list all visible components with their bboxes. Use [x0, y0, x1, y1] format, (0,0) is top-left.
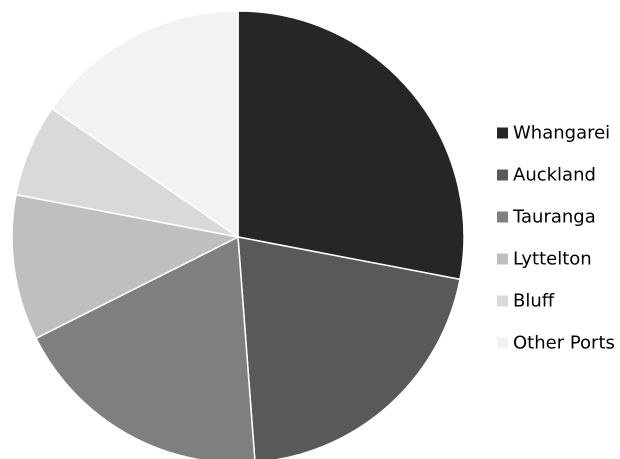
legend-swatch: [497, 211, 508, 223]
legend-swatch: [497, 127, 508, 139]
pie-slice-whangarei: [237, 10, 465, 281]
pie-slice-lyttelton: [11, 193, 241, 340]
legend-swatch: [497, 169, 508, 181]
legend-item: Whangarei: [497, 123, 610, 144]
legend-item: Auckland: [497, 165, 596, 186]
legend-label: Lyttelton: [513, 249, 592, 270]
legend-label: Tauranga: [512, 207, 596, 228]
legend: Whangarei Auckland Tauranga Lyttelton Bluff O…: [497, 123, 615, 354]
legend-item: Other Ports: [497, 333, 615, 354]
pie-slices: [11, 10, 465, 459]
legend-label: Auckland: [513, 165, 596, 186]
legend-item: Tauranga: [497, 207, 596, 228]
legend-item: Lyttelton: [497, 249, 592, 270]
legend-item: Bluff: [497, 291, 555, 312]
legend-swatch: [497, 253, 508, 265]
legend-label: Other Ports: [513, 333, 615, 354]
pie-slice-auckland: [237, 236, 461, 459]
legend-label: Whangarei: [513, 123, 610, 144]
pie-slice-tauranga: [34, 235, 256, 459]
legend-swatch: [497, 337, 508, 349]
legend-swatch: [497, 295, 508, 307]
legend-label: Bluff: [513, 291, 555, 312]
pie-slice-other-ports: [50, 10, 239, 239]
